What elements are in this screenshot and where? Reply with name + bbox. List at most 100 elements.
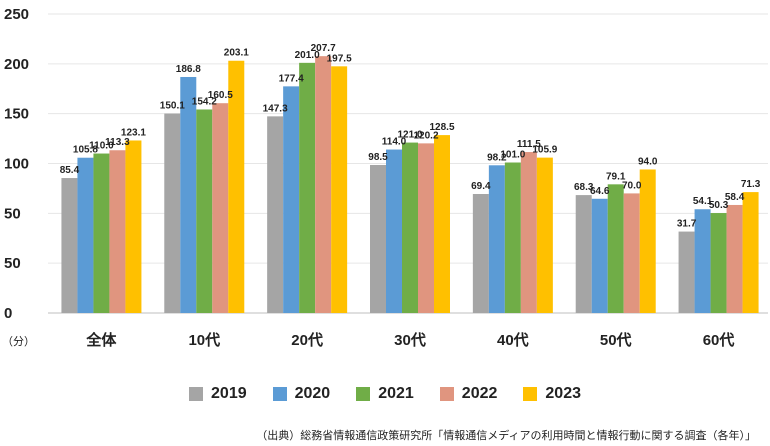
x-tick-label: 40代 <box>497 331 529 349</box>
y-axis: 0 50 50 100 150 200 250 <box>4 6 29 322</box>
bar-chart: 85.4105.8110.0113.3123.1150.1186.8154.21… <box>2 6 768 349</box>
legend-label: 2020 <box>294 385 331 402</box>
bar-2020 <box>180 76 197 313</box>
bar-2020 <box>694 209 711 313</box>
bar-2019 <box>575 195 592 313</box>
data-label: 120.2 <box>413 130 438 141</box>
data-label: 160.5 <box>208 90 233 101</box>
data-label: 79.1 <box>606 171 626 182</box>
data-labels: 85.4105.8110.0113.3123.1150.1186.8154.21… <box>60 43 761 229</box>
data-label: 110.0 <box>89 141 114 152</box>
data-label: 101.0 <box>500 150 525 161</box>
bar-2022 <box>726 204 743 313</box>
bars <box>61 56 759 314</box>
bar-2020 <box>386 149 402 313</box>
bar-2023 <box>434 135 450 313</box>
bar-2021 <box>299 62 316 313</box>
y-tick-label: 250 <box>4 6 29 23</box>
bar-2022 <box>212 103 229 314</box>
bar-2021 <box>402 142 418 313</box>
data-label: 69.4 <box>471 181 491 192</box>
bar-2023 <box>536 157 553 313</box>
data-label: 71.3 <box>741 179 761 190</box>
bar-2023 <box>228 60 245 313</box>
data-label: 113.3 <box>105 137 130 148</box>
y-tick-label: 0 <box>4 305 12 322</box>
data-label: 68.3 <box>574 182 594 193</box>
bar-2023 <box>742 192 759 313</box>
y-tick-label: 200 <box>4 56 29 73</box>
bar-2020 <box>283 86 300 313</box>
data-label: 54.1 <box>693 196 713 207</box>
legend-item-2021: 2021 <box>356 385 414 403</box>
bar-2021 <box>607 184 624 313</box>
bar-2020 <box>591 198 608 313</box>
bar-2022 <box>623 193 640 313</box>
bar-2022 <box>315 56 332 314</box>
legend-item-2019: 2019 <box>189 385 247 403</box>
data-label: 147.3 <box>263 103 288 114</box>
data-label: 177.4 <box>279 73 304 84</box>
data-label: 154.2 <box>192 96 217 107</box>
data-label: 98.2 <box>487 152 507 163</box>
x-tick-label: 20代 <box>291 331 323 349</box>
legend-swatch <box>439 387 454 401</box>
data-label: 114.0 <box>382 137 407 148</box>
data-label: 197.5 <box>327 53 352 64</box>
legend-label: 2023 <box>545 385 581 402</box>
data-label: 203.1 <box>224 48 249 59</box>
data-label: 58.4 <box>725 192 745 203</box>
y-tick-label: 150 <box>4 106 29 123</box>
data-label: 207.7 <box>311 43 336 54</box>
bar-2019 <box>61 178 78 313</box>
data-label: 94.0 <box>638 156 658 167</box>
y-tick-label: 50 <box>4 205 21 222</box>
bar-2019 <box>370 164 386 313</box>
data-label: 31.7 <box>677 219 697 230</box>
data-label: 64.6 <box>590 186 610 197</box>
data-label: 128.5 <box>429 122 454 133</box>
bar-2020 <box>77 157 94 313</box>
data-label: 105.9 <box>532 145 557 156</box>
x-tick-label: 全体 <box>85 331 117 349</box>
bar-2021 <box>196 109 213 313</box>
data-label: 186.8 <box>176 64 201 75</box>
data-label: 121.0 <box>397 130 422 141</box>
bar-2022 <box>418 143 434 313</box>
legend-swatch <box>356 387 371 401</box>
x-tick-label: 30代 <box>394 331 426 349</box>
legend-swatch <box>189 387 204 401</box>
legend-item-2023: 2023 <box>523 385 581 403</box>
bar-2023 <box>331 66 348 313</box>
x-tick-label: 60代 <box>703 331 735 349</box>
data-label: 70.0 <box>622 180 642 191</box>
bar-2021 <box>710 213 727 313</box>
data-label: 85.4 <box>60 165 80 176</box>
bar-2023 <box>125 140 142 313</box>
legend-swatch <box>523 387 538 401</box>
unit-label: （分） <box>2 335 35 348</box>
legend-item-2022: 2022 <box>439 385 497 403</box>
data-label: 123.1 <box>121 127 146 138</box>
bar-2019 <box>678 231 695 313</box>
x-tick-label: 10代 <box>188 331 220 349</box>
data-label: 50.3 <box>709 200 729 211</box>
x-tick-label: 50代 <box>600 331 632 349</box>
legend-item-2020: 2020 <box>272 385 331 403</box>
y-tick-label: 100 <box>4 156 29 173</box>
y-tick-label: 50 <box>4 255 21 272</box>
bar-2021 <box>93 153 110 313</box>
data-label: 105.8 <box>73 145 98 156</box>
legend: 2019 2020 2021 2022 2023 <box>0 380 770 408</box>
x-axis: 全体 10代 20代 30代 40代 50代 60代 <box>85 331 734 349</box>
data-label: 150.1 <box>160 101 185 112</box>
bar-2019 <box>472 193 489 313</box>
bar-2022 <box>520 152 537 313</box>
bar-2022 <box>109 150 126 313</box>
data-label: 111.5 <box>517 139 541 150</box>
bar-2023 <box>639 169 656 313</box>
bar-2019 <box>164 113 181 313</box>
legend-swatch <box>272 387 287 401</box>
legend-label: 2019 <box>211 385 247 402</box>
source-note: （出典）総務省情報通信政策研究所「情報通信メディアの利用時間と情報行動に関する調… <box>256 429 756 442</box>
